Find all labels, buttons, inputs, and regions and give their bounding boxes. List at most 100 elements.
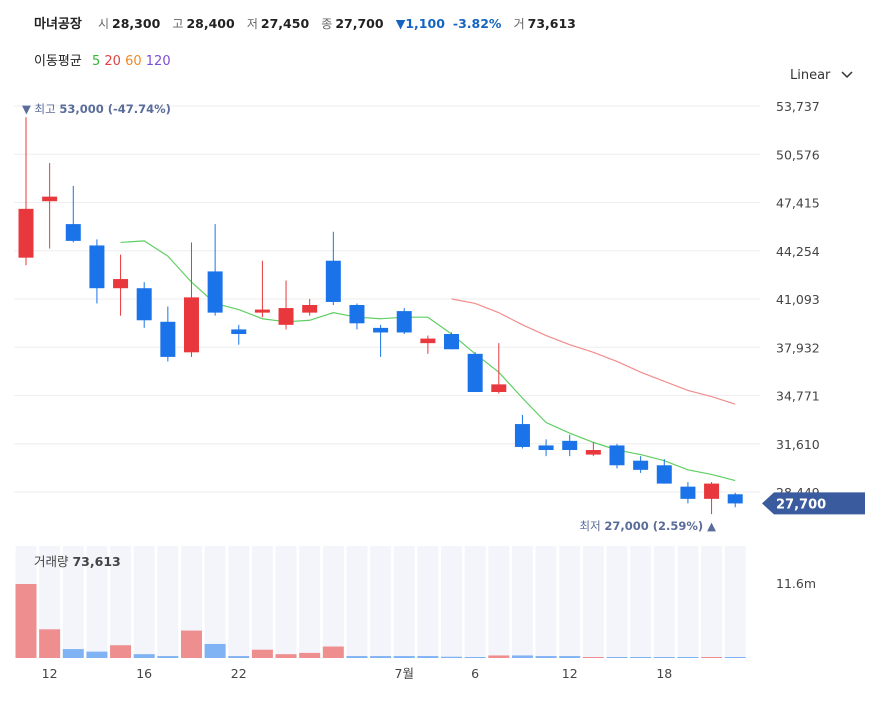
volume-bars: 거래량 73,613 11.6m [15, 554, 816, 658]
candles [18, 117, 743, 515]
candle-body [680, 486, 696, 499]
ma20-series [451, 298, 736, 405]
x-tick-label: 18 [656, 666, 672, 681]
ma-60-legend[interactable]: 60 [125, 54, 142, 69]
price-header: 마녀공장 시 28,300 고 28,400 저 27,450 종 27,700 ▼1,… [34, 13, 584, 32]
ma20-line [451, 298, 736, 405]
high-label: 고 [172, 17, 184, 31]
y-tick-label: 44,254 [776, 244, 820, 259]
low-label: 저 [246, 17, 258, 31]
ma-5-legend[interactable]: 5 [91, 54, 101, 69]
volume-column-bg [157, 546, 179, 658]
candle-body [42, 196, 58, 202]
volume-bar [204, 643, 226, 658]
ma5-series [120, 240, 736, 482]
volume-column-bg [677, 546, 699, 658]
low-value: 27,450 [260, 16, 310, 31]
volume-column-bg [322, 546, 344, 658]
volume-bar [653, 657, 675, 658]
candle-body [396, 311, 412, 333]
open-label: 시 [97, 17, 110, 31]
y-tick-label: 41,093 [776, 292, 820, 307]
stock-name: 마녀공장 [34, 17, 82, 32]
volume-column-bg [370, 546, 392, 658]
y-axis: 53,737 50,576 47,415 44,254 41,093 37,932 34,7… [776, 99, 820, 500]
volume-column-bg [204, 546, 226, 658]
candle-body [420, 338, 436, 344]
x-tick-label: 7월 [395, 666, 414, 681]
volume-bar [606, 657, 628, 658]
volume-title: 거래량 73,613 [34, 554, 121, 569]
volume-bar [511, 655, 533, 658]
volume-bar [488, 655, 510, 658]
volume-column-bg [724, 546, 746, 658]
volume-title-value: 73,613 [72, 554, 120, 569]
volume-bar [133, 654, 155, 658]
x-tick-label: 22 [231, 666, 247, 681]
ma-legend-label: 이동평균 [34, 54, 82, 69]
ma-120-legend[interactable]: 120 [145, 54, 171, 69]
candle-body [444, 334, 460, 350]
low-note: 최저 27,000 (2.59%) ▲ [580, 519, 717, 533]
candle-body [491, 384, 507, 393]
y-tick-label: 53,737 [776, 99, 820, 114]
ma-20-legend[interactable]: 20 [104, 54, 121, 69]
volume-column-bg [701, 546, 723, 658]
y-tick-label: 47,415 [776, 196, 820, 211]
last-price-badge [762, 492, 865, 515]
volume-column-bg [488, 546, 510, 658]
volume-bar [86, 651, 108, 658]
volume-bar [724, 657, 746, 658]
high-note-value: 53,000 (-47.74%) [59, 102, 171, 116]
volume-column-bg [630, 546, 652, 658]
x-axis: 12 16 22 7월 6 12 18 [42, 666, 673, 681]
volume-column-bg [535, 546, 557, 658]
scale-dropdown[interactable]: Linear [790, 68, 853, 83]
candle-body [254, 309, 270, 313]
candle-body [467, 353, 483, 393]
y-tick-label: 34,771 [776, 389, 820, 404]
volume-column-bg [393, 546, 415, 658]
volume-column-bg [251, 546, 273, 658]
candle-body [609, 445, 625, 466]
x-tick-label: 12 [562, 666, 578, 681]
candle-body [325, 260, 341, 302]
close-label: 종 [321, 17, 333, 31]
volume-column-bg [559, 546, 581, 658]
volume-bar [299, 652, 321, 658]
low-note-value: 27,000 (2.59%) ▲ [604, 519, 716, 533]
candle-body [562, 440, 578, 451]
candle-body [373, 327, 389, 333]
candle-body [302, 304, 318, 313]
annotations: ▼ 최고 53,000 (-47.74%) 최저 27,000 (2.59%) ▲… [22, 102, 865, 533]
volume-column-bg [464, 546, 486, 658]
volume-column-bg [133, 546, 155, 658]
candle-body [727, 494, 743, 504]
volume-bar [630, 657, 652, 658]
volume-column-bg [299, 546, 321, 658]
volume-bar [157, 656, 179, 658]
change-percent: -3.82% [452, 16, 502, 31]
candle-body [538, 445, 554, 451]
candle-body [704, 483, 720, 499]
volume-column-bg [228, 546, 250, 658]
volume-bar [582, 657, 604, 658]
volume-bar [370, 656, 392, 658]
volume-bar [251, 649, 273, 658]
candle-body [207, 271, 223, 313]
volume-label: 거 [513, 17, 525, 31]
volume-bar [559, 656, 581, 658]
volume-bar [417, 656, 439, 658]
volume-max-label: 11.6m [776, 576, 816, 591]
volume-bar [677, 657, 699, 658]
volume-column-bg [180, 546, 202, 658]
high-value: 28,400 [186, 16, 235, 31]
x-tick-label: 16 [136, 666, 152, 681]
volume-column-bg [346, 546, 368, 658]
moving-average-legend: 이동평균 5 20 60 120 [34, 50, 171, 69]
volume-bar [322, 646, 344, 658]
candle-body [183, 297, 199, 353]
candle-body [136, 288, 152, 321]
candle-body [349, 304, 365, 324]
